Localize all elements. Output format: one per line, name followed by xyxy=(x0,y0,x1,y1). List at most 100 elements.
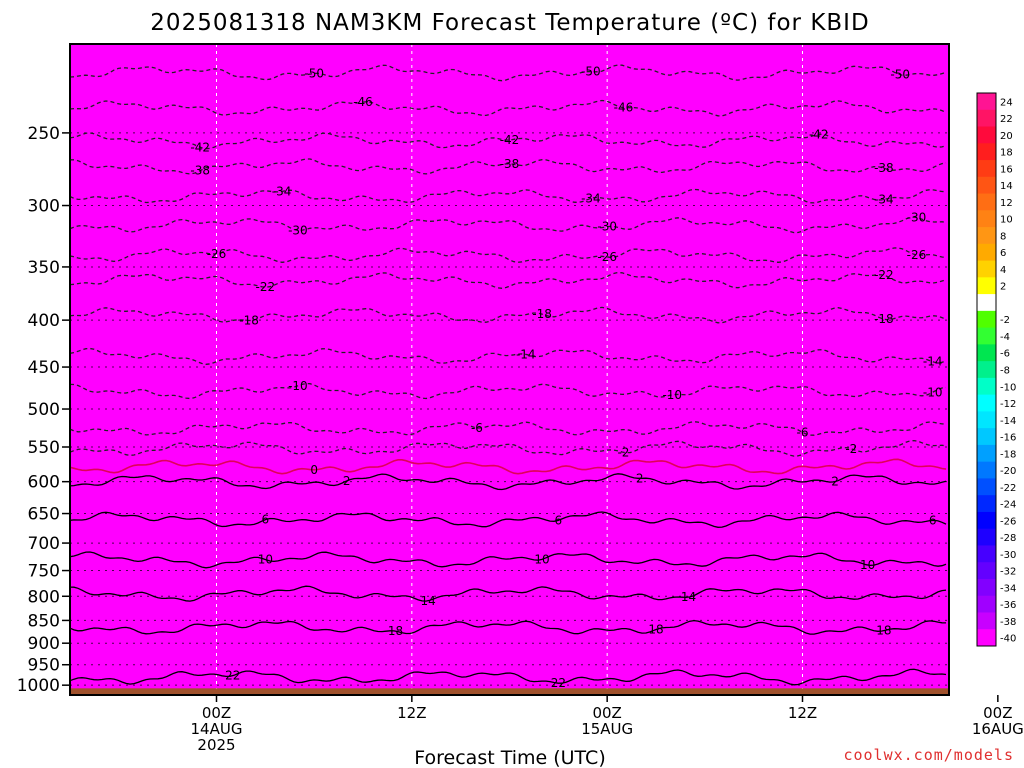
contour-label: -34 xyxy=(272,185,292,199)
y-tick-label: 950 xyxy=(28,656,60,676)
contour-line xyxy=(70,347,947,365)
contour-line xyxy=(70,473,947,491)
contour-label: -34 xyxy=(581,191,601,205)
contour-label: 18 xyxy=(876,624,891,638)
contour-label: -6 xyxy=(797,425,809,439)
contour-line xyxy=(70,99,947,117)
colorbar-label: -36 xyxy=(1000,600,1016,611)
contour-label: -10 xyxy=(923,385,943,399)
contour-label: 2 xyxy=(831,475,839,489)
y-tick-label: 750 xyxy=(28,562,60,582)
colorbar-label: -24 xyxy=(1000,500,1016,511)
contour-line xyxy=(70,188,947,204)
colorbar-label: 24 xyxy=(1000,97,1013,108)
contour-line xyxy=(70,271,947,289)
colorbar-label: -4 xyxy=(1000,332,1010,343)
contour-label: -10 xyxy=(288,379,308,393)
colorbar-label: -2 xyxy=(1000,315,1010,326)
colorbar-label: 12 xyxy=(1000,198,1013,209)
contour-label: -38 xyxy=(500,157,520,171)
colorbar-swatch xyxy=(977,109,996,128)
colorbar-label: -6 xyxy=(1000,349,1010,360)
y-tick-label: 350 xyxy=(28,258,60,278)
colorbar-swatch xyxy=(977,243,996,262)
colorbar-swatch xyxy=(977,545,996,563)
ground-surface xyxy=(70,688,949,695)
contour-line xyxy=(70,421,947,436)
colorbar-swatch xyxy=(977,310,996,329)
contour-label: 10 xyxy=(258,553,273,567)
contour-label: -30 xyxy=(288,223,308,237)
colorbar-swatch xyxy=(977,227,996,245)
x-tick-label: 00Z xyxy=(592,704,621,722)
y-tick-label: 1000 xyxy=(17,676,60,696)
colorbar-label: -20 xyxy=(1000,466,1016,477)
colorbar-swatch xyxy=(977,126,996,144)
plot-frame xyxy=(69,43,950,696)
colorbar-swatch xyxy=(977,93,996,111)
contour-label: -14 xyxy=(923,355,943,369)
contour-label: -22 xyxy=(874,268,894,282)
y-tick-label: 250 xyxy=(28,124,60,144)
contour-label: -18 xyxy=(532,307,552,321)
colorbar-swatch xyxy=(977,210,996,228)
y-tick-label: 400 xyxy=(28,311,60,331)
contour-line xyxy=(70,458,947,475)
contour-label: -50 xyxy=(581,65,601,79)
contour-label: 14 xyxy=(958,581,973,595)
contour-label: -42 xyxy=(190,140,210,154)
contour-label: 10 xyxy=(860,558,875,572)
contour-label: 18 xyxy=(648,623,663,637)
colorbar-swatch xyxy=(977,394,996,412)
colorbar-swatch xyxy=(977,478,996,496)
colorbar-swatch xyxy=(977,595,996,613)
contour-label: -38 xyxy=(874,161,894,175)
colorbar-label: -38 xyxy=(1000,617,1016,628)
contour-label: 2 xyxy=(343,474,351,488)
contour-label: -2 xyxy=(845,442,857,456)
contour-line xyxy=(70,619,947,635)
colorbar-swatch xyxy=(977,344,996,362)
contour-label: -42 xyxy=(500,133,520,147)
colorbar-swatch xyxy=(977,377,996,396)
chart-title: 2025081318 NAM3KM Forecast Temperature (… xyxy=(150,10,869,36)
contour-label: 18 xyxy=(388,624,403,638)
contour-label: -42 xyxy=(809,127,829,141)
contour-lines xyxy=(70,64,947,686)
pressure-axis: 250 300 350 400 450 500 550 600 650 700 750 800 850 9… xyxy=(17,124,70,696)
colorbar-swatch xyxy=(977,444,996,463)
colorbar-label: -12 xyxy=(1000,399,1016,410)
y-tick-label: 300 xyxy=(28,197,60,217)
colorbar-swatch xyxy=(977,277,996,295)
colorbar-swatch xyxy=(977,612,996,630)
band-fill xyxy=(70,44,949,695)
contour-line xyxy=(70,382,947,400)
colorbar-label: 2 xyxy=(1000,282,1006,293)
colorbar-swatch xyxy=(977,428,996,446)
contour-label: -46 xyxy=(614,101,634,115)
colorbar-label: 18 xyxy=(1000,148,1013,159)
credit-link[interactable]: coolwx.com/models xyxy=(843,746,1014,764)
colorbar-swatch xyxy=(977,495,996,513)
colorbar-frame xyxy=(976,92,997,647)
contour-label: -6 xyxy=(471,421,483,435)
colorbar-label: -14 xyxy=(1000,416,1016,427)
contour-line xyxy=(70,551,947,569)
y-tick-label: 450 xyxy=(28,358,60,378)
colorbar-swatch xyxy=(977,411,996,429)
y-tick-label: 800 xyxy=(28,587,60,607)
colorbar-label: -8 xyxy=(1000,366,1010,377)
colorbar-swatch xyxy=(977,260,996,278)
contour-line xyxy=(70,64,947,82)
contour-labels: -50 -50 -50-46 -46-42-42 -42-38 -38 -38-34 -34-… xyxy=(190,65,973,691)
colorbar-label: -18 xyxy=(1000,449,1016,460)
contour-label: -26 xyxy=(207,247,227,261)
x-tick-label: 2025 xyxy=(197,736,235,754)
colorbar-label: -28 xyxy=(1000,533,1016,544)
contour-line xyxy=(70,216,947,234)
colorbar-swatch xyxy=(977,193,996,211)
contour-label: 22 xyxy=(225,669,240,683)
contour-line xyxy=(70,511,947,528)
y-tick-label: 700 xyxy=(28,534,60,554)
